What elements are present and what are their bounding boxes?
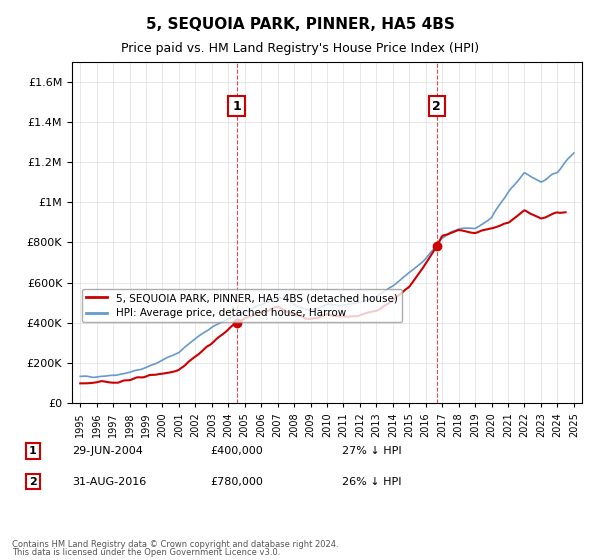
Legend: 5, SEQUOIA PARK, PINNER, HA5 4BS (detached house), HPI: Average price, detached : 5, SEQUOIA PARK, PINNER, HA5 4BS (detach… bbox=[82, 289, 401, 323]
Text: This data is licensed under the Open Government Licence v3.0.: This data is licensed under the Open Gov… bbox=[12, 548, 280, 557]
Text: 1: 1 bbox=[29, 446, 37, 456]
Text: 31-AUG-2016: 31-AUG-2016 bbox=[72, 477, 146, 487]
Text: 26% ↓ HPI: 26% ↓ HPI bbox=[342, 477, 401, 487]
Text: £780,000: £780,000 bbox=[210, 477, 263, 487]
Text: £400,000: £400,000 bbox=[210, 446, 263, 456]
Text: 1: 1 bbox=[232, 100, 241, 113]
Text: Contains HM Land Registry data © Crown copyright and database right 2024.: Contains HM Land Registry data © Crown c… bbox=[12, 540, 338, 549]
Text: 5, SEQUOIA PARK, PINNER, HA5 4BS: 5, SEQUOIA PARK, PINNER, HA5 4BS bbox=[146, 17, 454, 32]
Text: 29-JUN-2004: 29-JUN-2004 bbox=[72, 446, 143, 456]
Text: 2: 2 bbox=[433, 100, 441, 113]
Text: 27% ↓ HPI: 27% ↓ HPI bbox=[342, 446, 401, 456]
Text: Price paid vs. HM Land Registry's House Price Index (HPI): Price paid vs. HM Land Registry's House … bbox=[121, 42, 479, 55]
Text: 2: 2 bbox=[29, 477, 37, 487]
